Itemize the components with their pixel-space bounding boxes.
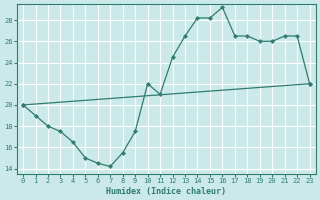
X-axis label: Humidex (Indice chaleur): Humidex (Indice chaleur) — [106, 187, 226, 196]
